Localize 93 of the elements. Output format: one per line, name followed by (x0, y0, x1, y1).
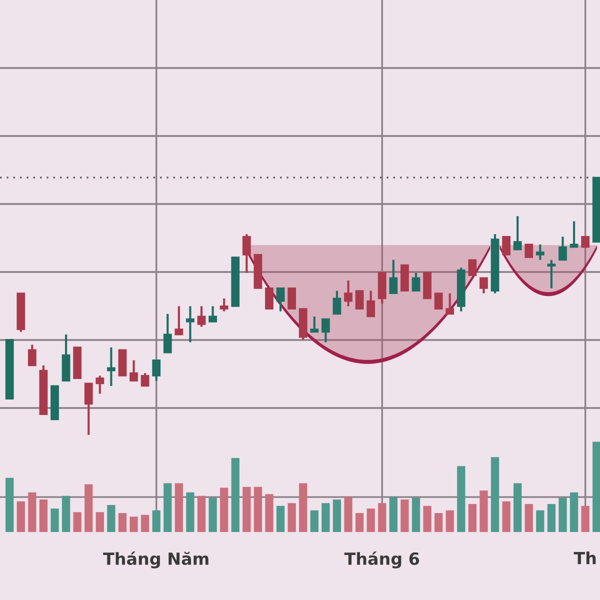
bar (50, 508, 59, 532)
candlestick (536, 243, 544, 261)
candlestick (581, 236, 590, 248)
bar (299, 483, 308, 532)
candlestick (242, 233, 251, 274)
x-tick-label: Tháng 6 (344, 551, 420, 568)
candlestick (366, 290, 376, 318)
bar (73, 512, 82, 532)
bar (400, 500, 409, 532)
x-tick-label: Th (574, 551, 596, 564)
candlestick (321, 318, 330, 344)
candlestick (344, 279, 352, 308)
bar (378, 503, 386, 532)
candlestick (140, 372, 150, 388)
bar (514, 483, 522, 532)
candlestick (96, 374, 104, 395)
bar (152, 510, 160, 532)
bar (231, 458, 240, 532)
bar (220, 488, 228, 532)
candlestick (446, 292, 454, 315)
candlestick (163, 312, 172, 354)
bar (254, 486, 262, 532)
candlestick (502, 236, 510, 256)
bar (434, 513, 443, 532)
bar (480, 490, 488, 532)
x-tick-label: Tháng Năm (103, 551, 208, 568)
bar (96, 512, 104, 532)
candlestick (197, 305, 206, 328)
bar (322, 503, 330, 532)
bar (174, 483, 183, 532)
bar (16, 501, 25, 532)
bar (39, 500, 48, 532)
candlestick (355, 290, 364, 310)
candlestick (513, 215, 522, 251)
bar (107, 504, 116, 532)
candlestick (434, 292, 443, 310)
bar (62, 496, 70, 532)
candlestick (174, 305, 184, 336)
bar (389, 496, 398, 532)
bar (118, 513, 127, 532)
bar (276, 506, 285, 532)
bar (242, 486, 251, 532)
bar (164, 483, 172, 532)
bar (366, 508, 375, 532)
bar (524, 504, 533, 532)
bar (423, 506, 432, 532)
bar (570, 492, 578, 532)
candlestick (389, 258, 398, 294)
bar (186, 492, 194, 532)
bar (412, 498, 420, 532)
bar (288, 503, 296, 532)
bar (197, 496, 206, 532)
bar (130, 516, 138, 532)
bar (140, 514, 150, 532)
candlestick (332, 290, 342, 315)
bar (558, 498, 567, 532)
bar (208, 498, 217, 532)
bar (332, 500, 342, 532)
bar (344, 496, 352, 532)
candlestick (310, 315, 319, 333)
candlestick (524, 244, 534, 258)
bar (547, 504, 556, 532)
candlestick (570, 220, 578, 248)
candlestick (276, 287, 285, 312)
candlestick (84, 382, 93, 436)
bar (592, 442, 600, 532)
candlestick (412, 272, 420, 292)
candlestick (558, 236, 567, 261)
candlestick (208, 305, 217, 323)
bar (490, 457, 500, 532)
bar (446, 510, 454, 532)
bar (84, 484, 93, 532)
candlestick (130, 359, 138, 382)
candlestick (220, 297, 228, 312)
candlestick (265, 287, 274, 310)
bar (502, 501, 510, 532)
bar (28, 492, 36, 532)
candlestick (152, 359, 161, 382)
bar (265, 494, 274, 532)
bar (536, 510, 544, 532)
bar (6, 478, 14, 532)
bar (468, 504, 476, 532)
bar (581, 506, 590, 532)
bar (310, 510, 318, 532)
candlestick (288, 287, 296, 310)
bar (457, 466, 466, 532)
candlestick (547, 258, 556, 290)
candlestick (107, 346, 116, 388)
candlestick (468, 259, 477, 276)
candlestick (186, 305, 194, 344)
candlestick (480, 276, 488, 294)
bar (355, 513, 364, 532)
candlestick (28, 344, 36, 366)
